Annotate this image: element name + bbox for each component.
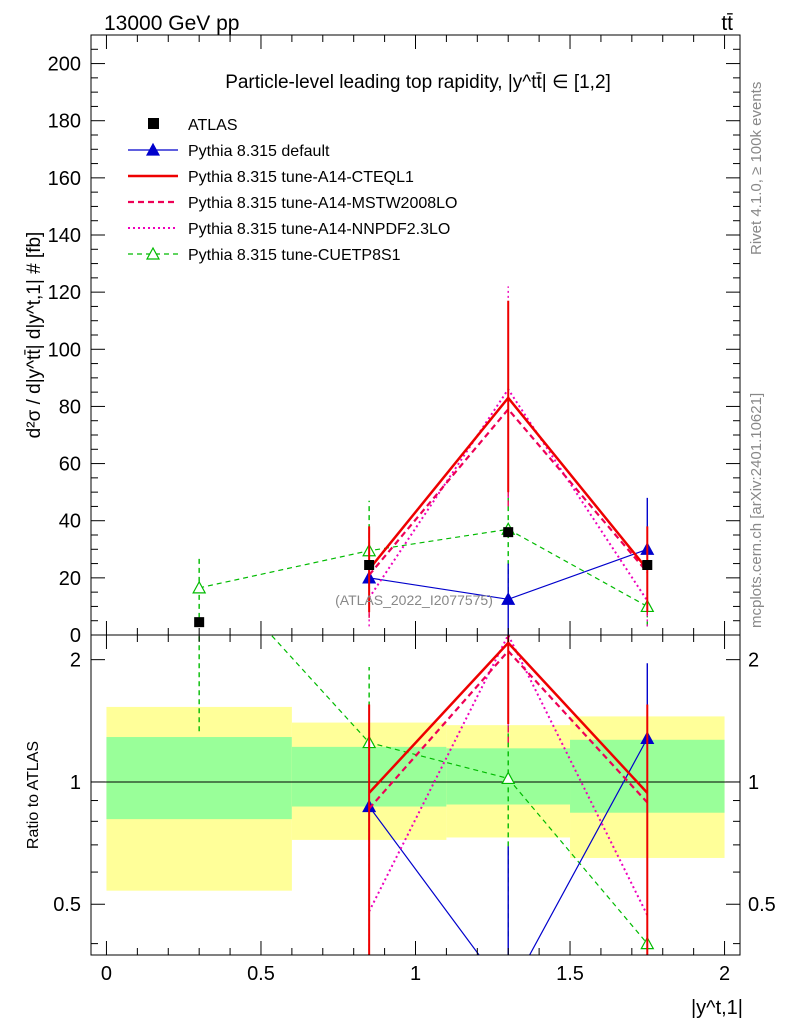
x-axis-label: |y^t,1| [691, 997, 743, 1019]
ratio-y-tick-label: 0.5 [53, 894, 81, 916]
x-tick-label: 1.5 [556, 963, 584, 985]
ratio-y-tick-label: 1 [70, 772, 81, 794]
legend-label: Pythia 8.315 default [188, 143, 330, 160]
process-label: tt̄ [721, 12, 733, 35]
legend-marker-atlas [148, 118, 159, 129]
legend-marker [145, 246, 161, 260]
chart-title: Particle-level leading top rapidity, |y^… [225, 72, 611, 93]
ratio-y-tick-label-right: 2 [748, 650, 759, 672]
atlas-data-point [194, 617, 205, 628]
series-4-ratio-marker [501, 771, 516, 785]
legend-label: Pythia 8.315 tune-A14-NNPDF2.3LO [188, 221, 450, 238]
series-4-ratio-line [270, 635, 648, 944]
x-tick-label: 0 [101, 963, 112, 985]
y-tick-label: 100 [48, 339, 81, 361]
ratio-y-tick-label-right: 0.5 [748, 894, 776, 916]
ratio-panel: 0 0.5 1 1.5 2 0.5 0.5 1 1 2 2 Ratio to ATLAS |y^t,… [25, 634, 776, 1019]
legend-label: ATLAS [188, 117, 238, 134]
energy-label: 13000 GeV pp [104, 12, 239, 35]
series-0-ratio-marker [502, 988, 514, 999]
series-4-line [199, 528, 648, 607]
series-4-marker [192, 580, 207, 594]
y-axis-label-ratio: Ratio to ATLAS [25, 741, 42, 849]
atlas-data-point [503, 527, 514, 538]
y-tick-label: 160 [48, 168, 81, 190]
analysis-watermark: (ATLAS_2022_I2077575) [335, 592, 493, 608]
y-tick-label: 0 [70, 625, 81, 647]
legend-marker [145, 142, 161, 156]
y-axis-label-main: d²σ / d|y^tt̄| d|y^t,1| # [fb] [24, 232, 45, 439]
legend-label: Pythia 8.315 tune-A14-MSTW2008LO [188, 195, 457, 212]
rivet-label: Rivet 4.1.0, ≥ 100k events [748, 82, 765, 255]
y-tick-label: 120 [48, 282, 81, 304]
legend-label: Pythia 8.315 tune-CUETP8S1 [188, 247, 401, 264]
y-tick-label: 140 [48, 225, 81, 247]
y-tick-label: 40 [59, 511, 81, 533]
series-1-line [368, 395, 649, 571]
y-tick-label: 200 [48, 54, 81, 76]
atlas-data-point [364, 560, 375, 570]
y-tick-label: 60 [59, 454, 81, 476]
series-0-ratio-line [368, 738, 648, 955]
series-0-marker [501, 592, 516, 605]
atlas-data-point [642, 560, 653, 570]
legend: ATLAS Pythia 8.315 default Pythia 8.315 tu… [128, 117, 457, 264]
x-tick-label: 1 [410, 963, 421, 985]
mcplots-label: mcplots.cern.ch [arXiv:2401.10621] [748, 393, 765, 628]
y-tick-label: 180 [48, 111, 81, 133]
series-1-ratio-line [368, 641, 649, 794]
y-tick-label: 80 [59, 396, 81, 418]
main-panel: 0 20 40 60 80 100 120 140 160 180 200 Particle-lev… [24, 34, 741, 647]
ratio-y-tick-label: 2 [70, 650, 81, 672]
x-tick-label: 2 [719, 963, 730, 985]
ratio-y-tick-label-right: 1 [748, 772, 759, 794]
x-tick-label: 0.5 [247, 963, 275, 985]
y-tick-label: 20 [59, 568, 81, 590]
legend-label: Pythia 8.315 tune-A14-CTEQL1 [188, 169, 414, 186]
series-2-line [368, 407, 649, 576]
ratio-band-green [106, 737, 292, 820]
